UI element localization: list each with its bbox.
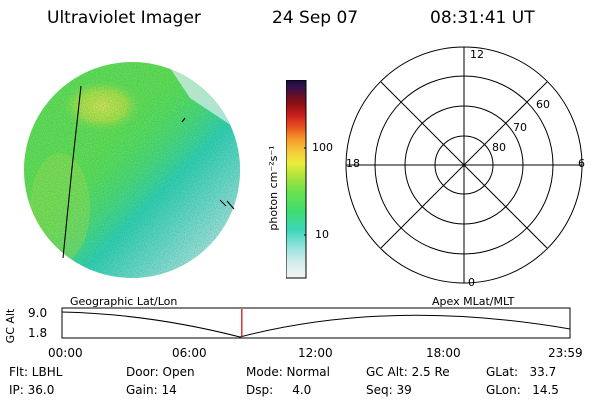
colorbar-tick-100: 100 [312,141,333,154]
artifact-mark [219,199,227,207]
colorbar-unit-label: photon cm⁻²s⁻¹ [267,145,280,231]
mode-status: Mode: Normal [246,365,330,379]
seq-status: Seq: 39 [366,383,412,397]
polar-grid [345,46,583,284]
mlt-label-0: 0 [468,276,475,289]
geographic-label: Geographic Lat/Lon [70,295,178,308]
door-status: Door: Open [126,365,195,379]
glat-status: GLat: 33.7 [486,365,557,379]
colorbar [286,80,307,279]
observation-date: 24 Sep 07 [272,8,359,28]
mlt-label-6: 6 [578,157,585,170]
mlt-label-12: 12 [470,48,484,61]
gc-alt-axis-label: GC Alt [4,308,17,344]
observation-time: 08:31:41 UT [430,8,535,28]
filter-status: Flt: LBHL [9,365,63,379]
gain-status: Gain: 14 [126,383,177,397]
terminator-line [62,85,82,259]
gc-alt-status: GC Alt: 2.5 Re [366,365,450,379]
apex-label: Apex MLat/MLT [432,295,515,308]
orbit-plot [61,307,571,339]
x-tick-4: 23:59 [548,346,583,360]
auroral-image [24,62,240,278]
colorbar-tick-10: 10 [315,228,329,241]
y-min-label: 1.8 [28,326,48,340]
x-tick-2: 12:00 [298,346,333,360]
altitude-curve [61,311,571,338]
artifact-mark [181,117,186,123]
artifact-mark [226,200,235,210]
x-tick-3: 18:00 [426,346,461,360]
glon-status: GLon: 14.5 [486,383,559,397]
x-tick-1: 06:00 [172,346,207,360]
ip-status: IP: 36.0 [9,383,55,397]
instrument-title: Ultraviolet Imager [47,8,201,28]
x-tick-0: 00:00 [48,346,83,360]
lat-label-70: 70 [513,121,527,134]
y-max-label: 9.0 [28,306,48,320]
dsp-status: Dsp: 4.0 [246,383,312,397]
lat-label-80: 80 [492,141,506,154]
mlt-label-18: 18 [346,157,360,170]
lat-label-60: 60 [536,98,550,111]
